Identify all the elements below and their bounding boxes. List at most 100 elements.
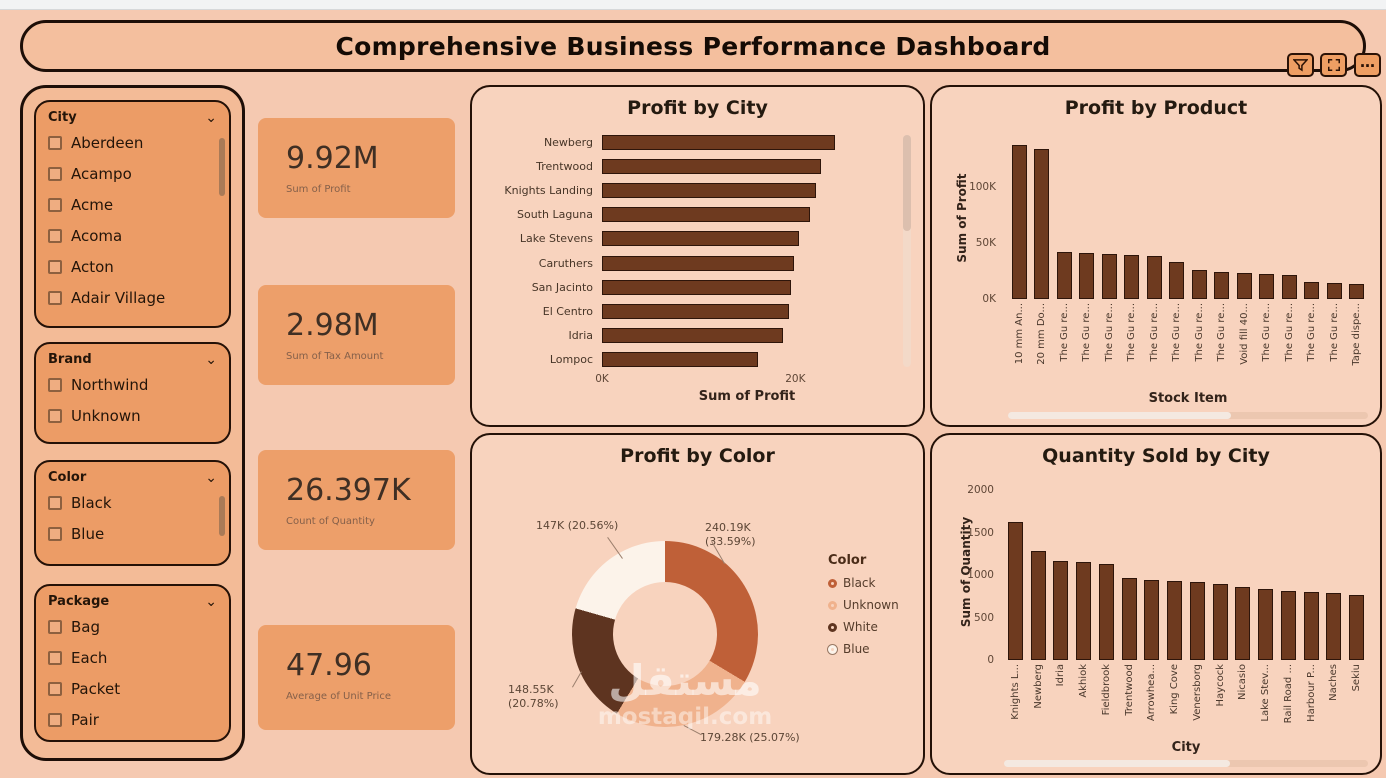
chevron-down-icon[interactable]: ⌄ [205,109,217,126]
bar[interactable] [1007,522,1023,660]
checkbox[interactable] [48,290,62,305]
donut-chart[interactable] [572,541,758,727]
more-options-button[interactable]: … [1354,53,1381,77]
slicer-item-label: Adair Village [71,288,166,307]
bar[interactable] [1144,580,1160,660]
slicer-item[interactable]: Acme [36,189,229,220]
bar[interactable] [1258,588,1274,660]
slicer-item[interactable]: Acton [36,251,229,282]
bar[interactable] [1303,592,1319,660]
kpi-card-average-of-unit-price[interactable]: 47.96 Average of Unit Price [258,625,455,730]
category-label-slot: 10 mm An... [1008,303,1031,387]
bar[interactable] [1212,584,1228,660]
bar-slot [1300,490,1323,660]
checkbox[interactable] [48,681,62,696]
bar[interactable] [1326,283,1342,299]
slicer-item[interactable]: Black [36,487,229,518]
vertical-scrollbar[interactable] [903,135,911,367]
slicer-item[interactable]: Acoma [36,220,229,251]
bar[interactable] [1121,578,1137,660]
slicer-item[interactable]: Pair [36,704,229,735]
slicer-item[interactable]: Adair Village [36,282,229,313]
bar[interactable] [1034,148,1050,299]
bar[interactable] [1053,560,1069,660]
slicer-item[interactable]: Bag [36,611,229,642]
horizontal-scrollbar[interactable] [1004,760,1368,767]
chevron-down-icon[interactable]: ⌄ [205,593,217,610]
slicer-item[interactable]: Northwind [36,369,229,400]
chevron-down-icon[interactable]: ⌄ [205,351,217,368]
bar-row: Trentwood [486,159,892,175]
chevron-down-icon[interactable]: ⌄ [205,469,217,486]
bar[interactable] [602,183,816,199]
y-axis-ticks: 0 500 1000 1500 2000 [958,484,1000,666]
bar[interactable] [602,255,795,271]
bar[interactable] [602,135,835,150]
bar[interactable] [1167,580,1183,660]
checkbox[interactable] [48,495,62,510]
checkbox[interactable] [48,712,62,727]
checkbox[interactable] [48,377,62,392]
checkbox[interactable] [48,619,62,634]
checkbox[interactable] [48,197,62,212]
bar[interactable] [1124,255,1140,299]
bar[interactable] [1280,590,1296,660]
legend-item[interactable]: Unknown [828,598,899,612]
bar[interactable] [1214,272,1230,299]
bar[interactable] [602,351,758,367]
bar[interactable] [1079,253,1095,299]
slicer-item[interactable]: Packet [36,673,229,704]
bar[interactable] [1146,256,1162,299]
bar[interactable] [1349,594,1365,660]
bar[interactable] [1235,586,1251,660]
horizontal-scrollbar[interactable] [1008,412,1368,419]
kpi-card-sum-of-profit[interactable]: 9.92M Sum of Profit [258,118,455,218]
bar[interactable] [1101,254,1117,299]
bar[interactable] [1189,582,1205,660]
scrollbar-thumb[interactable] [1004,760,1230,767]
kpi-card-sum-of-tax-amount[interactable]: 2.98M Sum of Tax Amount [258,285,455,385]
bar[interactable] [1076,562,1092,660]
checkbox[interactable] [48,135,62,150]
kpi-card-count-of-quantity[interactable]: 26.397K Count of Quantity [258,450,455,550]
bar[interactable] [1098,563,1114,660]
checkbox[interactable] [48,408,62,423]
bar[interactable] [1011,145,1027,299]
scrollbar-thumb[interactable] [903,135,911,231]
slicer-item[interactable]: Aberdeen [36,127,229,158]
bar[interactable] [602,303,789,319]
bar[interactable] [1259,274,1275,299]
slicer-item[interactable]: Each [36,642,229,673]
checkbox[interactable] [48,526,62,541]
bar[interactable] [1169,262,1185,299]
checkbox[interactable] [48,166,62,181]
bar[interactable] [1326,592,1342,660]
bar[interactable] [602,327,783,343]
bar[interactable] [1304,282,1320,299]
bar[interactable] [1236,273,1252,299]
slicer-scrollbar[interactable] [219,138,225,196]
bar[interactable] [1349,284,1365,299]
category-label-slot: Harbour P... [1300,664,1323,740]
scrollbar-thumb[interactable] [1008,412,1232,419]
bar[interactable] [1281,275,1297,299]
slicer-scrollbar[interactable] [219,496,225,536]
filter-button[interactable] [1287,53,1314,77]
legend-item[interactable]: White [828,620,899,634]
bar[interactable] [602,159,822,175]
bar[interactable] [1030,551,1046,660]
bar[interactable] [1191,269,1207,299]
slicer-item[interactable]: Unknown [36,400,229,431]
checkbox[interactable] [48,650,62,665]
focus-mode-button[interactable] [1320,53,1347,77]
checkbox[interactable] [48,228,62,243]
bar[interactable] [602,231,800,247]
bar[interactable] [1056,251,1072,299]
checkbox[interactable] [48,259,62,274]
slicer-item[interactable]: Acampo [36,158,229,189]
legend-item[interactable]: Blue [828,642,899,656]
bar[interactable] [602,279,792,295]
bar[interactable] [602,207,810,223]
legend-item[interactable]: Black [828,576,899,590]
slicer-item[interactable]: Blue [36,518,229,549]
